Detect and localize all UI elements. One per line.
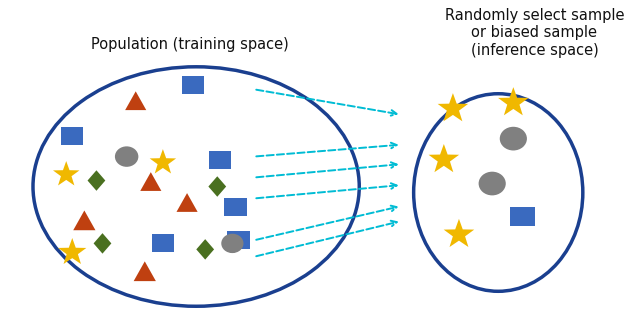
Polygon shape [150,149,176,174]
Polygon shape [429,144,459,172]
Text: Population (training space): Population (training space) [92,37,289,52]
Ellipse shape [500,127,527,150]
Polygon shape [498,87,529,115]
Polygon shape [93,233,111,254]
Polygon shape [88,170,106,191]
Bar [209,151,232,168]
Polygon shape [196,239,214,260]
Bar [182,76,204,94]
Polygon shape [140,172,161,191]
Bar [510,207,534,226]
Polygon shape [438,93,468,121]
Ellipse shape [115,146,138,167]
Polygon shape [125,91,147,110]
Bar [224,198,246,216]
Text: Randomly select sample
or biased sample
(inference space): Randomly select sample or biased sample … [445,8,624,58]
Polygon shape [73,211,95,230]
Polygon shape [177,193,198,212]
Bar [61,127,83,145]
Polygon shape [53,161,79,185]
Ellipse shape [479,172,506,196]
Ellipse shape [221,234,243,253]
Polygon shape [444,219,474,247]
Bar [152,234,174,252]
Polygon shape [134,261,156,281]
Polygon shape [209,176,226,197]
Polygon shape [58,238,86,264]
Bar [227,232,250,250]
